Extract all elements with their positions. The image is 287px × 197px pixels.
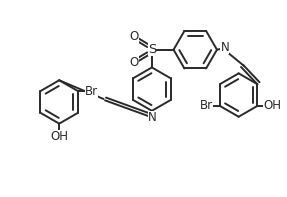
Text: N: N <box>220 41 229 54</box>
Text: O: O <box>129 30 139 43</box>
Text: Br: Br <box>85 85 98 98</box>
Text: N: N <box>148 111 156 124</box>
Text: S: S <box>148 43 156 56</box>
Text: O: O <box>129 56 139 69</box>
Text: Br: Br <box>199 99 213 112</box>
Text: OH: OH <box>263 99 281 112</box>
Text: OH: OH <box>50 130 68 143</box>
